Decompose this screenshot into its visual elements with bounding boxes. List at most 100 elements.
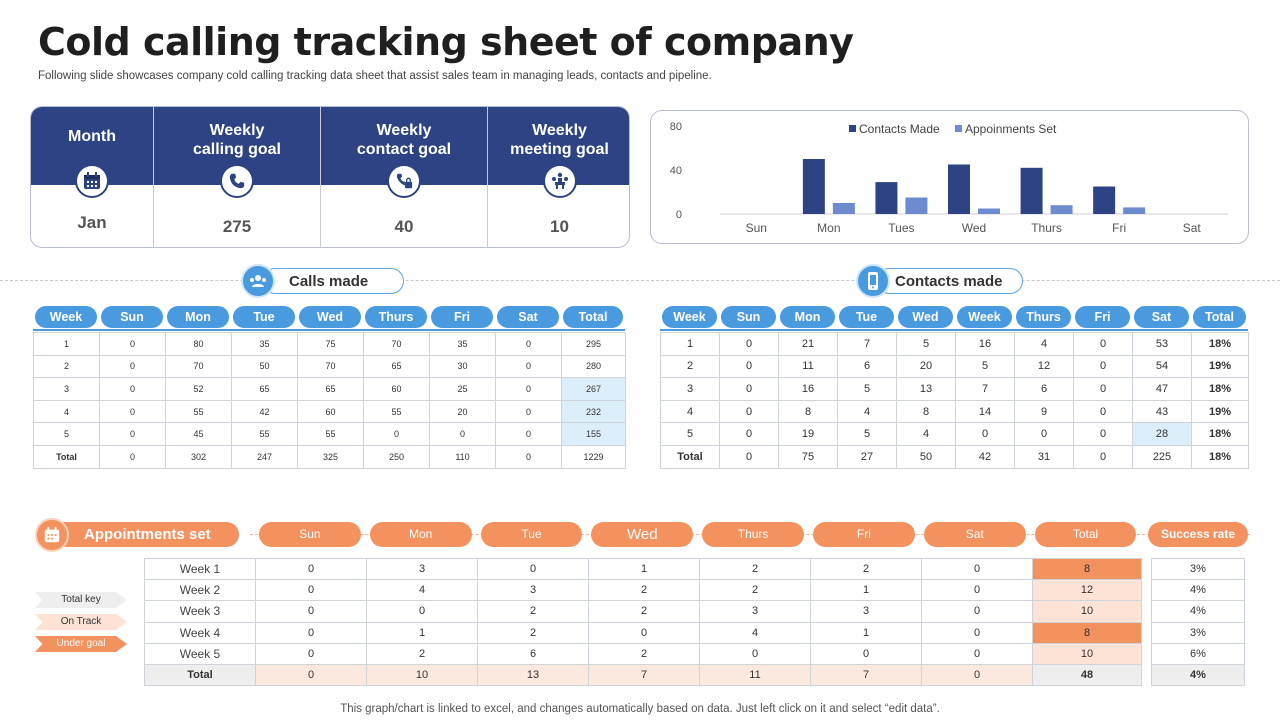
- calls-header-week: Week: [35, 306, 97, 328]
- contacts-cell: 75: [778, 444, 838, 469]
- success-rate-total-row: 4%: [1151, 663, 1245, 687]
- calls-cell: 3: [33, 377, 100, 401]
- contacts-cell: 0: [1073, 377, 1133, 401]
- contacts-cell: 7: [837, 332, 897, 356]
- contact-lock-icon: [387, 164, 421, 198]
- appointments-total-cell: 10: [366, 663, 478, 687]
- x-tick-label: Thurs: [1031, 221, 1062, 235]
- calls-cell: 60: [297, 399, 364, 424]
- goal-value: 10: [550, 217, 569, 236]
- contacts-cell: 5: [837, 422, 897, 446]
- contacts-cell: Total: [660, 444, 720, 469]
- calls-cell: 55: [165, 399, 232, 424]
- appointments-week-label: Week 5: [144, 642, 256, 665]
- calls-cell: 0: [495, 332, 562, 356]
- appointments-cell: 0: [921, 642, 1033, 665]
- appointments-cell: 0: [921, 600, 1033, 623]
- appointments-cell: 2: [810, 557, 922, 581]
- contacts-table: 1 0 21 7 5 16 4 0 53 18% 2 0 11 6 20 5 12 0 54 19% 3 0 16 5 13 7 6…: [660, 332, 1249, 469]
- appointments-total-cell: 0: [255, 663, 367, 687]
- calls-cell: 2: [33, 354, 100, 379]
- calls-cell: 20: [429, 399, 496, 424]
- contacts-cell: 13: [896, 377, 956, 401]
- calls-cell: 60: [363, 377, 430, 401]
- contacts-cell: 0: [1073, 399, 1133, 424]
- calls-cell: 280: [561, 354, 626, 379]
- calls-cell: 267: [561, 377, 626, 401]
- goal-contact: Weekly contact goal 40: [320, 107, 487, 247]
- contacts-header-row: Week Sun Mon Tue Wed Week Thurs Fri Sat Total: [660, 306, 1248, 328]
- appointments-cell: 2: [588, 600, 700, 623]
- appointments-row: Week 5 0 2 6 2 0 0 0 10: [144, 642, 1142, 665]
- bar-contacts-made: [1020, 167, 1043, 214]
- appointments-week-label: Week 3: [144, 600, 256, 623]
- appointments-cell: 0: [921, 579, 1033, 602]
- contacts-cell: 0: [955, 422, 1015, 446]
- contacts-header-thurs: Thurs: [1016, 306, 1071, 328]
- contacts-cell: 3: [660, 377, 720, 401]
- chart-svg: 0 40 80 Sun Mon Tues Wed Thurs Fri Sat Contacts Ma…: [670, 121, 1228, 235]
- x-tick-label: Fri: [1112, 221, 1126, 235]
- appointments-cell: 4: [366, 579, 478, 602]
- success-rate-row: 4%: [1151, 579, 1245, 602]
- appointments-cell: 3: [810, 600, 922, 623]
- bar-appoinments-set: [978, 208, 1000, 214]
- goal-label: Weekly contact goal: [356, 122, 452, 158]
- calls-row: 1 0 80 35 75 70 35 0 295: [33, 332, 626, 356]
- y-tick-label: 0: [676, 209, 682, 221]
- page-subtitle: Following slide showcases company cold c…: [38, 70, 712, 82]
- appointments-total-cell: 48: [1032, 663, 1142, 687]
- calls-row: 5 0 45 55 55 0 0 0 155: [33, 422, 626, 446]
- legend-label: Contacts Made: [859, 122, 940, 136]
- contacts-cell: 225: [1132, 444, 1192, 469]
- calls-cell: 0: [99, 332, 166, 356]
- calls-header-sun: Sun: [101, 306, 163, 328]
- appointments-cell: 2: [366, 642, 478, 665]
- contacts-cell: 50: [896, 444, 956, 469]
- contacts-cell: 18%: [1191, 332, 1249, 356]
- appointments-cell: 3: [366, 557, 478, 581]
- appointments-cell: 0: [255, 600, 367, 623]
- calls-cell: 30: [429, 354, 496, 379]
- calls-header-sat: Sat: [497, 306, 559, 328]
- contacts-cell: 28: [1132, 422, 1192, 446]
- appointments-week-label: Week 4: [144, 621, 256, 644]
- appointments-cell: 2: [588, 642, 700, 665]
- calls-header-fri: Fri: [431, 306, 493, 328]
- calls-header-total: Total: [563, 306, 623, 328]
- success-rate-row: 4%: [1151, 600, 1245, 623]
- contacts-cell: 4: [837, 399, 897, 424]
- legend-swatch: [849, 125, 856, 132]
- appointments-cell: 0: [588, 621, 700, 644]
- calls-cell: 0: [99, 377, 166, 401]
- goal-card: Month Jan Weekly calling goal 275 Weekly c…: [30, 106, 630, 248]
- appointments-cell: 1: [588, 557, 700, 581]
- contacts-cell: 19%: [1191, 354, 1249, 379]
- contacts-header-mon: Mon: [780, 306, 835, 328]
- contacts-cell: 18%: [1191, 377, 1249, 401]
- mobile-icon: [856, 264, 890, 298]
- calls-cell: 55: [231, 422, 298, 446]
- contacts-cell: 0: [719, 444, 779, 469]
- contacts-cell: 31: [1014, 444, 1074, 469]
- appointments-header-mon: Mon: [369, 522, 472, 547]
- contacts-header-sun: Sun: [721, 306, 776, 328]
- calls-header-tue: Tue: [233, 306, 295, 328]
- calls-cell: 0: [495, 422, 562, 446]
- appointments-cell: 0: [477, 557, 589, 581]
- contacts-row: 4 0 8 4 8 14 9 0 43 19%: [660, 399, 1249, 424]
- calls-cell: 52: [165, 377, 232, 401]
- appointments-cell: 3: [477, 579, 589, 602]
- calls-cell: 325: [297, 444, 364, 469]
- appointments-header-fri: Fri: [813, 522, 915, 547]
- calls-cell: 70: [363, 332, 430, 356]
- contacts-title-text: Contacts made: [895, 272, 1003, 290]
- appointments-cell: 0: [255, 557, 367, 581]
- x-tick-label: Tues: [888, 221, 914, 235]
- appointments-total-cell: 7: [588, 663, 700, 687]
- calls-cell: 155: [561, 422, 626, 446]
- calls-table: 1 0 80 35 75 70 35 0 295 2 0 70 50 70 65 30 0 280 3 0 52 65 65…: [33, 332, 626, 469]
- calls-cell: 5: [33, 422, 100, 446]
